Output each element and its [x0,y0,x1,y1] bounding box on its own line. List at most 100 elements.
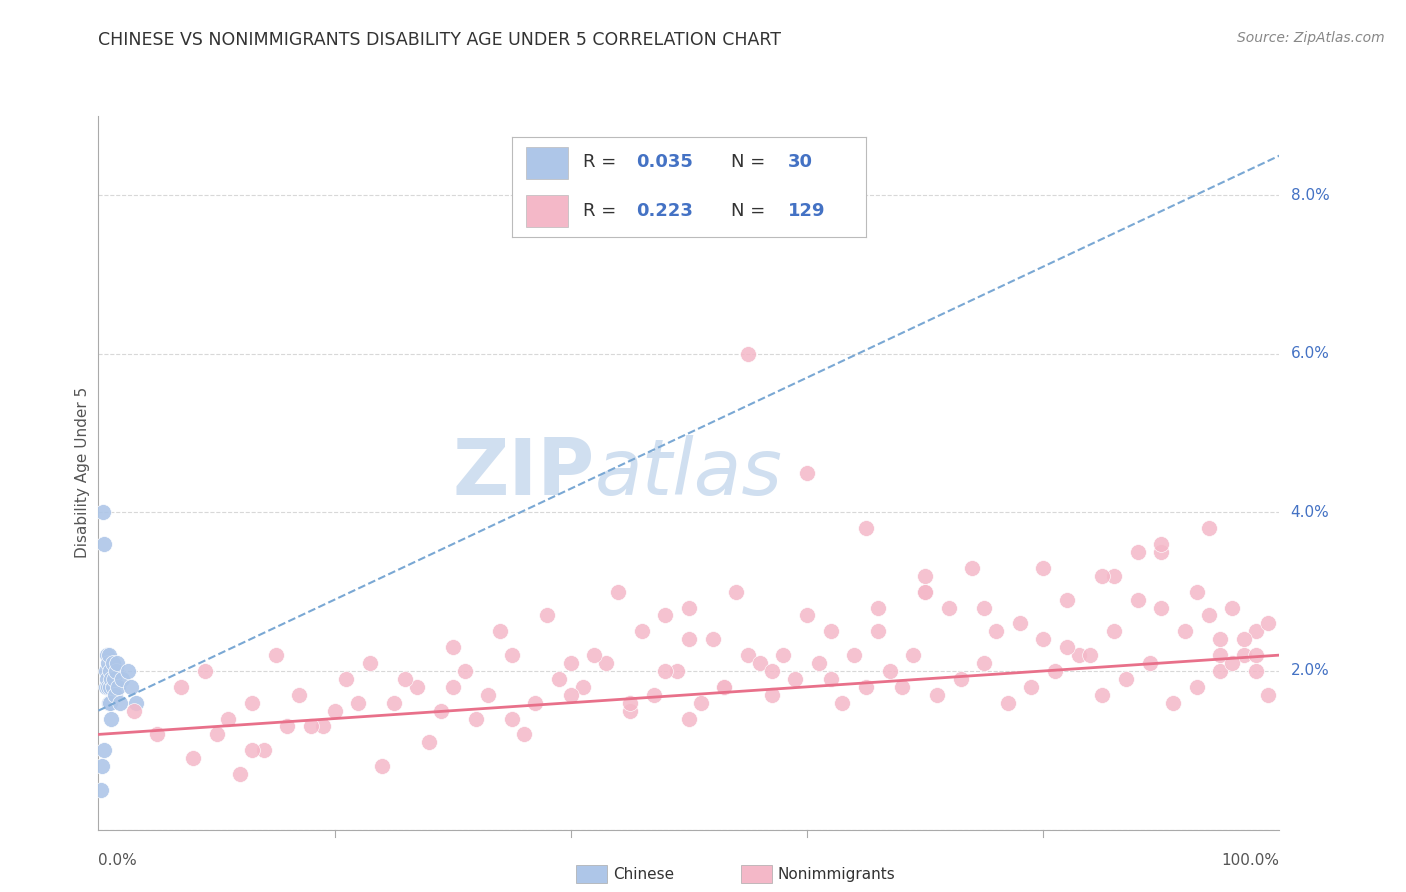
Point [181,751,204,765]
Text: 0.035: 0.035 [636,153,693,171]
Point [406,680,429,694]
Point [737,648,759,662]
Point [1080,648,1102,662]
Point [855,521,877,535]
Point [1244,664,1267,678]
Point [441,640,464,655]
Point [312,719,335,733]
Point [276,719,298,733]
Point [90,783,112,797]
Point [94,680,117,694]
Point [962,561,984,575]
Point [194,664,217,678]
Text: R =: R = [582,202,621,220]
Point [678,632,700,647]
Point [1102,569,1125,583]
Point [807,656,830,670]
Point [785,672,807,686]
Point [820,672,842,686]
Point [1257,688,1279,702]
Point [1185,680,1208,694]
Point [820,624,842,639]
Text: 8.0%: 8.0% [1291,187,1329,202]
Point [654,608,676,623]
Point [914,584,936,599]
Point [619,696,641,710]
Point [761,664,783,678]
Point [1244,624,1267,639]
Point [949,672,972,686]
Text: Nonimmigrants: Nonimmigrants [778,867,896,881]
FancyBboxPatch shape [526,147,568,179]
Point [831,696,853,710]
Point [1150,545,1173,559]
Point [1043,664,1066,678]
Point [240,696,263,710]
Point [737,347,759,361]
Point [1257,616,1279,631]
Point [91,505,114,519]
Point [713,680,735,694]
Point [524,696,547,710]
Point [107,680,129,694]
Point [111,672,134,686]
Point [571,680,593,694]
Text: N =: N = [731,153,772,171]
Point [1032,632,1054,647]
Point [371,759,394,773]
Point [104,688,127,702]
Point [501,712,523,726]
Point [666,664,689,678]
Point [108,696,131,710]
Point [347,696,370,710]
Point [1209,632,1232,647]
Point [93,743,115,757]
Point [264,648,287,662]
Point [93,537,115,551]
Point [725,584,748,599]
Point [1102,624,1125,639]
Point [748,656,770,670]
Point [1233,648,1256,662]
Point [98,696,121,710]
Point [512,727,534,741]
Point [1021,680,1043,694]
Point [125,696,148,710]
Point [1115,672,1137,686]
Point [702,632,724,647]
Point [914,569,936,583]
Point [997,696,1019,710]
Point [607,584,630,599]
Point [91,759,114,773]
Point [101,656,124,670]
Point [1067,648,1090,662]
Text: 0.0%: 0.0% [98,854,138,868]
Point [560,688,582,702]
Point [1056,592,1078,607]
Point [844,648,866,662]
Text: ZIP: ZIP [453,434,595,511]
Point [595,656,617,670]
Text: 0.223: 0.223 [636,202,693,220]
Point [441,680,464,694]
Point [654,664,676,678]
Text: 129: 129 [789,202,825,220]
Point [94,664,117,678]
Point [1150,600,1173,615]
Point [98,680,121,694]
Point [548,672,571,686]
Point [879,664,901,678]
Text: 2.0%: 2.0% [1291,664,1329,679]
Point [288,688,311,702]
Text: Chinese: Chinese [613,867,673,881]
Text: 4.0%: 4.0% [1291,505,1329,520]
Point [394,672,416,686]
Point [382,696,405,710]
Point [583,648,606,662]
Point [1126,545,1149,559]
Point [100,712,122,726]
Point [1161,696,1184,710]
Point [96,672,118,686]
Point [1008,616,1031,631]
Point [761,688,783,702]
